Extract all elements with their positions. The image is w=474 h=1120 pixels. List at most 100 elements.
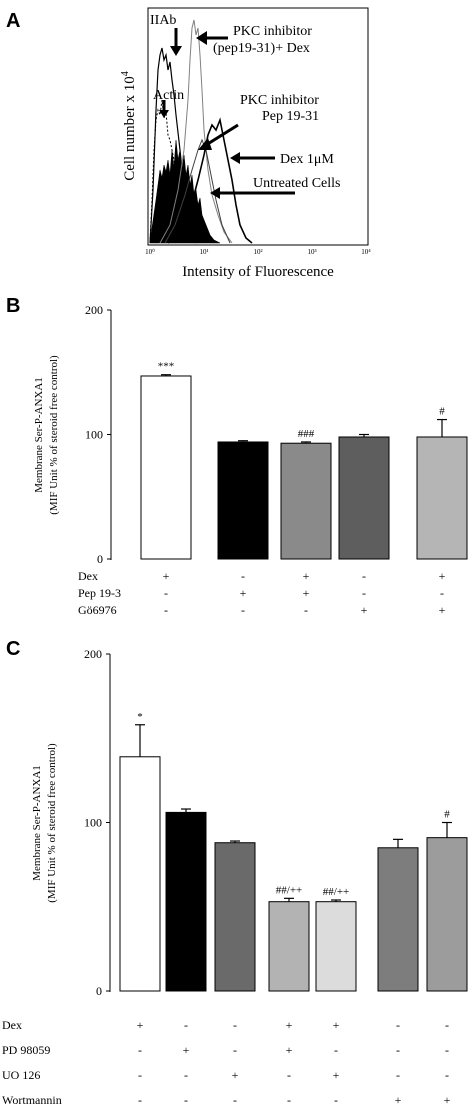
x-tick-label: 10⁰ [145, 248, 155, 256]
condition-sign: - [233, 1093, 237, 1107]
annotation-iiab: IIAb [150, 13, 176, 28]
condition-sign: - [138, 1093, 142, 1107]
y-tick-label: 0 [97, 552, 103, 566]
significance-label: ##/++ [276, 884, 302, 896]
condition-sign: + [333, 1018, 340, 1032]
condition-sign: - [396, 1018, 400, 1032]
condition-label: UO 126 [2, 1068, 40, 1082]
bar [416, 436, 468, 560]
histogram-pkc-dex-line [159, 19, 233, 244]
arrowhead-dex [230, 152, 240, 164]
condition-sign: - [445, 1018, 449, 1032]
significance-label: ##/++ [323, 886, 349, 898]
x-tick-label: 10³ [307, 248, 316, 256]
y-axis-label-b-2: (MIF Unit % of steroid free control) [48, 355, 60, 515]
condition-sign: + [137, 1018, 144, 1032]
y-axis-label: Cell number x 104 [120, 71, 138, 181]
x-tick-label: 10¹ [199, 248, 208, 256]
x-tick-label: 10² [253, 248, 262, 256]
y-tick-label: 200 [84, 647, 102, 661]
condition-sign: + [361, 603, 368, 617]
bar [119, 756, 161, 992]
condition-sign: + [286, 1043, 293, 1057]
panel-letter-b: B [6, 295, 21, 317]
significance-label: # [439, 406, 445, 418]
bar-chart-c: 0 100 200 * ##/++ ##/++ # Dex + - - + + - - PD 98059 -… [2, 647, 468, 1107]
condition-sign: + [439, 569, 446, 583]
y-tick-label: 200 [85, 303, 103, 317]
y-axis-label-c-2: (MIF Unit % of steroid free control) [46, 743, 58, 903]
condition-sign: - [445, 1068, 449, 1082]
condition-label: Pep 19-3 [78, 586, 121, 600]
y-tick-label: 100 [84, 816, 102, 830]
significance-label: *** [158, 361, 175, 373]
arrowhead-untreated [210, 187, 220, 199]
bar [217, 441, 269, 560]
condition-label: PD 98059 [2, 1043, 50, 1057]
annotation-dex: Dex 1μM [280, 152, 334, 167]
panel-letter-a: A [6, 10, 21, 32]
histogram-frame [147, 7, 369, 246]
condition-sign: - [287, 1093, 291, 1107]
histogram-dex-line [167, 117, 253, 244]
condition-sign: + [240, 586, 247, 600]
bar [377, 847, 419, 992]
y-axis-label-c-1: Membrane Ser-P-ANXA1 [31, 765, 43, 881]
panel-letter-c: C [6, 638, 21, 660]
significance-label: # [444, 809, 450, 821]
condition-sign: + [232, 1068, 239, 1082]
condition-sign: - [138, 1043, 142, 1057]
bar [315, 901, 357, 992]
flow-histogram-chart: IIAb PKC inhibitor (pep19-31)+ Dex Actin… [120, 7, 371, 280]
annotation-untreated: Untreated Cells [253, 176, 340, 191]
condition-sign: + [286, 1018, 293, 1032]
condition-label: Dex [2, 1018, 22, 1032]
y-axis-label-main: Cell number x 10 [122, 76, 138, 181]
condition-sign: - [184, 1018, 188, 1032]
condition-sign: + [444, 1093, 451, 1107]
condition-sign: + [439, 603, 446, 617]
significance-label: * [137, 711, 143, 723]
condition-sign: - [287, 1068, 291, 1082]
histogram-pkc-line [164, 138, 231, 244]
y-axis-label-sup: 4 [120, 71, 131, 76]
condition-sign: - [184, 1093, 188, 1107]
condition-label: Dex [78, 569, 98, 583]
x-tick-labels: 10⁰ 10¹ 10² 10³ 10⁴ [145, 248, 371, 256]
condition-sign: + [333, 1068, 340, 1082]
y-tick-label: 100 [85, 428, 103, 442]
x-tick-label: 10⁴ [361, 248, 371, 256]
condition-sign: - [440, 586, 444, 600]
condition-sign: - [396, 1043, 400, 1057]
bar [280, 442, 332, 560]
condition-sign: + [303, 586, 310, 600]
annotation-arrows [159, 28, 295, 199]
y-axis-label-b-1: Membrane Ser-P-ANXA1 [33, 377, 45, 493]
condition-sign: - [362, 586, 366, 600]
condition-sign: - [164, 586, 168, 600]
condition-label: Wortmannin [2, 1093, 62, 1107]
annotation-pkc-dex-2: (pep19-31)+ Dex [213, 41, 310, 56]
annotation-pkc-dex-1: PKC inhibitor [233, 24, 312, 39]
condition-sign: - [184, 1068, 188, 1082]
condition-sign: - [362, 569, 366, 583]
condition-sign: + [303, 569, 310, 583]
bar [214, 842, 256, 992]
bar [268, 901, 310, 992]
y-tick-label: 0 [96, 984, 102, 998]
condition-sign: - [241, 603, 245, 617]
arrow-pkc [205, 123, 239, 147]
condition-sign: - [396, 1068, 400, 1082]
condition-sign: - [334, 1043, 338, 1057]
x-axis-label: Intensity of Fluorescence [182, 264, 334, 280]
arrowhead-actin [159, 110, 169, 118]
annotation-actin: Actin [153, 88, 184, 103]
bar [338, 436, 390, 560]
bar [140, 375, 192, 560]
condition-sign: - [233, 1043, 237, 1057]
condition-sign: - [233, 1018, 237, 1032]
condition-sign: - [304, 603, 308, 617]
arrowhead-pkc [198, 138, 212, 150]
condition-sign: - [334, 1093, 338, 1107]
